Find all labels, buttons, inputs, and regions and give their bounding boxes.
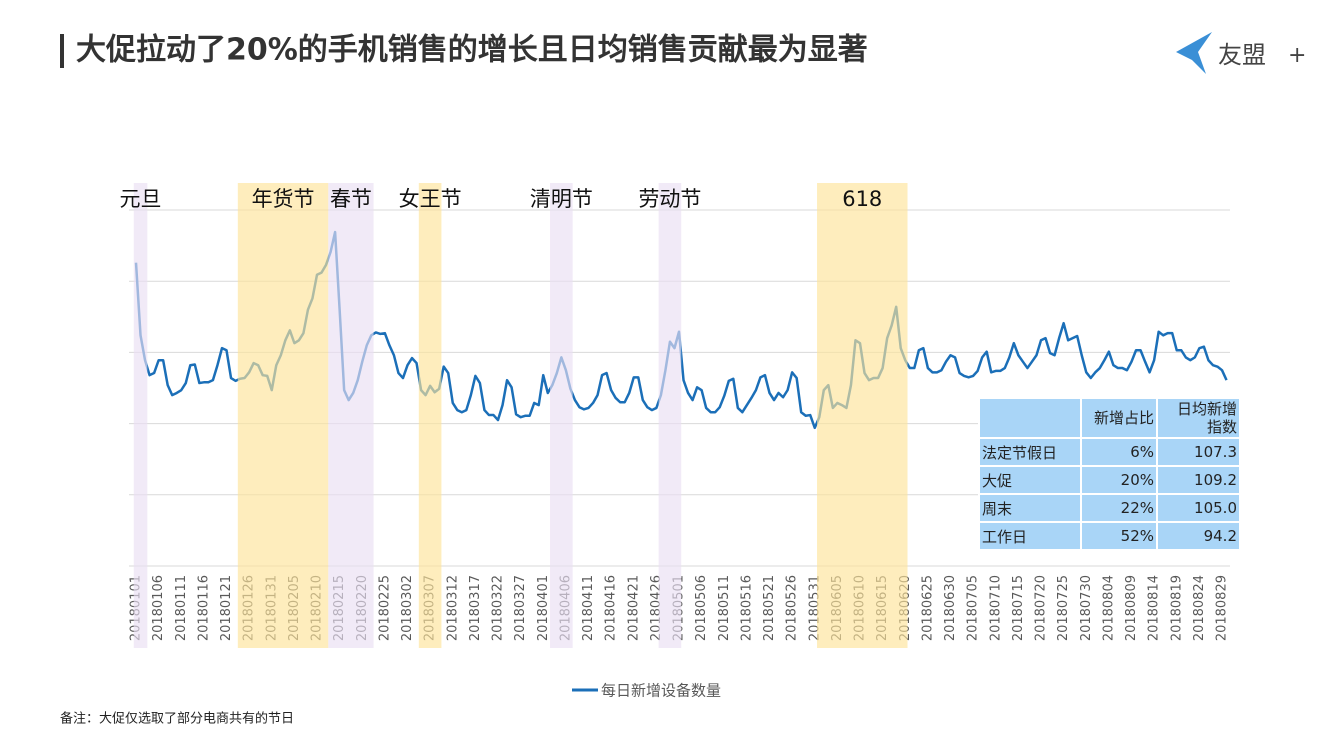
x-tick-label: 20180720: [1034, 575, 1049, 641]
table-cell: 法定节假日: [978, 437, 1082, 467]
summary-table: 新增占比 日均新增 指数 法定节假日 6% 107.3 大促 20% 109.2 周末 22% 1…: [978, 397, 1241, 551]
x-tick-label: 20180710: [988, 575, 1003, 641]
table-cell: 109.2: [1156, 465, 1241, 495]
table-row: 工作日 52% 94.2: [978, 521, 1241, 551]
holiday-band: [658, 183, 682, 648]
band-label: 女王节: [399, 187, 462, 211]
x-tick-label: 20180322: [491, 575, 506, 641]
x-tick-label: 20180411: [581, 575, 596, 641]
band-label: 清明节: [530, 187, 593, 211]
table-row: 周末 22% 105.0: [978, 493, 1241, 523]
holiday-band: [418, 183, 442, 648]
table-cell: 工作日: [978, 521, 1082, 551]
x-tick-label: 20180111: [174, 575, 189, 641]
x-tick-label: 20180715: [1011, 575, 1026, 641]
holiday-band: [550, 183, 573, 648]
table-cell: 6%: [1080, 437, 1158, 467]
x-tick-label: 20180327: [513, 575, 528, 641]
x-tick-label: 20180705: [966, 575, 981, 641]
table-cell: 94.2: [1156, 521, 1241, 551]
header-cell: 新增占比: [1080, 397, 1158, 439]
holiday-band: [237, 183, 329, 648]
band-label: 元旦: [120, 187, 162, 211]
header-cell: 日均新增 指数: [1156, 397, 1241, 439]
x-tick-label: 20180317: [468, 575, 483, 641]
title-bar: [60, 34, 64, 68]
logo-plus: +: [1288, 43, 1306, 68]
band-label: 劳动节: [638, 187, 701, 211]
x-tick-label: 20180819: [1169, 575, 1184, 641]
table-row: 法定节假日 6% 107.3: [978, 437, 1241, 467]
x-tick-label: 20180511: [717, 575, 732, 641]
header-cell: [978, 397, 1082, 439]
holiday-band: [133, 183, 148, 648]
slide-title: 大促拉动了20%的手机销售的增长且日均销售贡献最为显著: [76, 33, 868, 68]
table-row: 大促 20% 109.2: [978, 465, 1241, 495]
holiday-band: [328, 183, 374, 648]
x-tick-label: 20180516: [739, 575, 754, 641]
table-cell: 周末: [978, 493, 1082, 523]
footnote: 备注：大促仅选取了部分电商共有的节日: [60, 711, 294, 727]
plot: 2018010120180106201801112018011620180121…: [120, 183, 1230, 700]
x-tick-label: 20180804: [1101, 575, 1116, 641]
band-label: 年货节: [252, 187, 315, 211]
x-tick-label: 20180526: [785, 575, 800, 641]
table-cell: 107.3: [1156, 437, 1241, 467]
header-text: 指数: [1206, 418, 1237, 436]
band-label: 618: [842, 187, 882, 211]
table-cell: 20%: [1080, 465, 1158, 495]
x-tick-label: 20180824: [1192, 575, 1207, 641]
x-tick-label: 20180630: [943, 575, 958, 641]
table-cell: 大促: [978, 465, 1082, 495]
legend-label: 每日新增设备数量: [601, 682, 721, 700]
x-tick-label: 20180814: [1147, 575, 1162, 641]
table-cell: 22%: [1080, 493, 1158, 523]
logo-text: 友盟: [1218, 41, 1266, 69]
x-tick-label: 20180401: [536, 575, 551, 641]
x-tick-label: 20180121: [219, 575, 234, 641]
table-header: 新增占比 日均新增 指数: [978, 397, 1241, 439]
x-tick-label: 20180625: [920, 575, 935, 641]
x-tick-label: 20180421: [626, 575, 641, 641]
x-tick-label: 20180106: [151, 575, 166, 641]
x-tick-label: 20180521: [762, 575, 777, 641]
x-tick-label: 20180302: [400, 575, 415, 641]
x-tick-label: 20180225: [377, 575, 392, 641]
x-tick-label: 20180829: [1215, 575, 1230, 641]
table-cell: 52%: [1080, 521, 1158, 551]
x-tick-label: 20180725: [1056, 575, 1071, 641]
x-tick-label: 20180312: [445, 575, 460, 641]
logo-icon: [1176, 32, 1212, 74]
x-tick-label: 20180809: [1124, 575, 1139, 641]
table-cell: 105.0: [1156, 493, 1241, 523]
holiday-band: [817, 183, 908, 648]
header-text: 日均新增: [1176, 400, 1237, 418]
x-tick-label: 20180116: [196, 575, 211, 641]
band-label: 春节: [330, 187, 372, 211]
x-tick-label: 20180730: [1079, 575, 1094, 641]
x-tick-label: 20180506: [694, 575, 709, 641]
x-tick-label: 20180416: [604, 575, 619, 641]
